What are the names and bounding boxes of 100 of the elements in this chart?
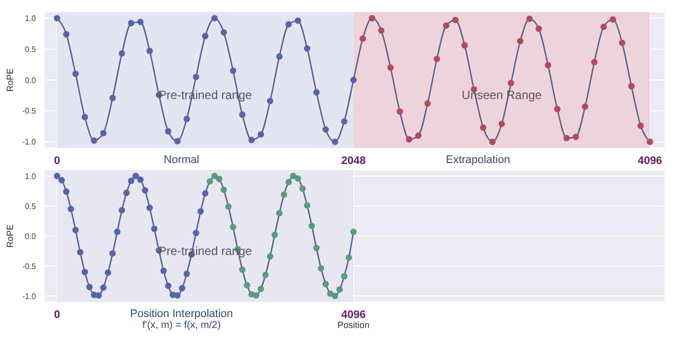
- point: [128, 20, 134, 26]
- point: [192, 74, 200, 80]
- y-tick-label: 0.0: [24, 232, 37, 241]
- point: [239, 111, 246, 118]
- point: [266, 253, 274, 260]
- point: [322, 280, 329, 288]
- point: [96, 292, 102, 299]
- point: [461, 42, 468, 49]
- point: [313, 244, 320, 252]
- point: [142, 187, 148, 194]
- point: [272, 232, 278, 238]
- y-tick-label: 0.5: [24, 202, 37, 211]
- point: [350, 76, 357, 84]
- x-tick-label: 2048: [341, 154, 366, 167]
- point: [211, 172, 218, 180]
- point: [258, 131, 264, 138]
- point: [600, 24, 607, 30]
- point: [360, 35, 366, 42]
- y-tick-label: -1.0: [22, 292, 37, 301]
- text: Extrapolation: [446, 154, 510, 166]
- point: [86, 284, 93, 290]
- point: [192, 230, 200, 236]
- y-tick-label: -0.5: [22, 106, 37, 116]
- point: [244, 282, 250, 288]
- y-tick-label: 0.0: [24, 76, 37, 85]
- text: f'(x, m) = f(x, m/2): [141, 320, 222, 332]
- point: [336, 286, 343, 293]
- point: [109, 250, 116, 257]
- point: [332, 292, 338, 300]
- point: [591, 58, 598, 66]
- point: [294, 175, 302, 182]
- point: [216, 176, 222, 182]
- point: [253, 292, 260, 299]
- point: [184, 270, 190, 277]
- point: [202, 32, 208, 40]
- point: [184, 116, 190, 122]
- point: [114, 228, 120, 235]
- point: [276, 53, 283, 60]
- point: [230, 68, 236, 74]
- point: [118, 50, 126, 57]
- text: Position Interpolation: [129, 308, 234, 320]
- point: [489, 138, 496, 146]
- point: [174, 138, 181, 144]
- point: [646, 138, 654, 146]
- y-tick-label: -1.0: [22, 138, 37, 147]
- point: [618, 40, 626, 46]
- point: [82, 114, 88, 120]
- point: [178, 285, 186, 292]
- y-axis-title: RoPE: [5, 68, 16, 92]
- point: [146, 48, 153, 54]
- point: [294, 17, 302, 24]
- point: [63, 188, 70, 195]
- point: [280, 191, 288, 198]
- point: [258, 286, 264, 292]
- y-tick-label: 1.0: [24, 172, 37, 181]
- point: [582, 103, 588, 110]
- point: [318, 265, 324, 272]
- point: [151, 226, 158, 232]
- point: [63, 31, 70, 38]
- point: [132, 172, 139, 180]
- point: [304, 202, 310, 209]
- point: [123, 190, 130, 196]
- point: [104, 269, 112, 276]
- point: [165, 128, 172, 135]
- point: [100, 130, 107, 136]
- point: [424, 100, 431, 107]
- point: [174, 292, 181, 299]
- x-axis-title: Position: [336, 320, 370, 330]
- point: [68, 206, 74, 212]
- point: [239, 266, 246, 273]
- point: [637, 122, 644, 129]
- point: [100, 284, 107, 291]
- point: [346, 254, 352, 261]
- point: [276, 210, 283, 216]
- point: [262, 272, 269, 278]
- point: [202, 190, 208, 197]
- point: [563, 134, 570, 142]
- point: [160, 268, 167, 274]
- point: [387, 64, 394, 71]
- point: [54, 14, 60, 22]
- point: [285, 178, 292, 186]
- point: [248, 136, 255, 144]
- y-tick-label: 0.5: [24, 44, 37, 54]
- point: [146, 204, 153, 211]
- point: [322, 126, 329, 133]
- point: [206, 178, 214, 185]
- point: [290, 172, 296, 180]
- point: [197, 208, 204, 215]
- point: [109, 94, 116, 102]
- point: [442, 22, 450, 29]
- point: [378, 27, 384, 34]
- point: [58, 177, 65, 184]
- point: [230, 224, 236, 230]
- point: [415, 132, 422, 139]
- point: [225, 203, 232, 210]
- point: [452, 16, 459, 24]
- point: [406, 136, 412, 143]
- point: [90, 137, 98, 144]
- point: [220, 29, 227, 36]
- point: [128, 178, 134, 184]
